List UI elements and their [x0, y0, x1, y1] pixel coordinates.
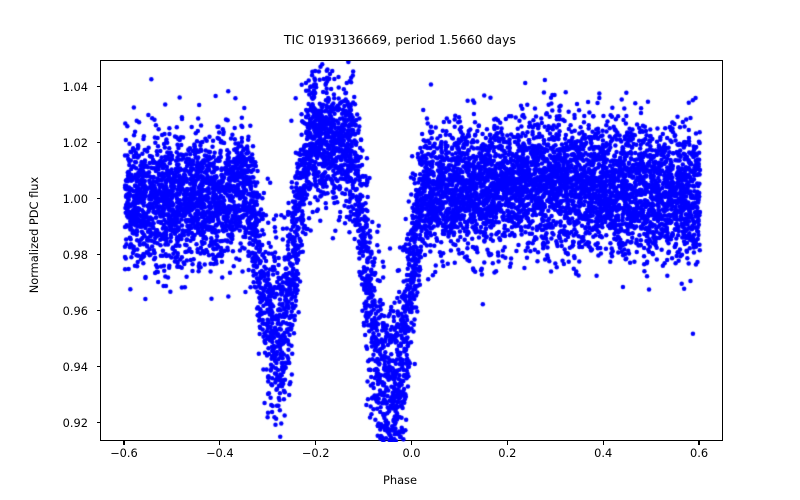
y-tick-mark: [96, 422, 100, 424]
x-tick-mark: [698, 441, 700, 445]
scatter-data-layer: [101, 61, 724, 442]
x-axis-label: Phase: [382, 473, 417, 487]
y-tick-mark: [96, 198, 100, 200]
y-tick-label: 1.02: [62, 135, 88, 150]
y-tick-label: 1.00: [62, 191, 88, 206]
y-tick-label: 0.92: [62, 415, 88, 430]
y-tick-label: 0.94: [62, 359, 88, 374]
y-tick-mark: [96, 142, 100, 144]
x-tick-label: −0.6: [110, 446, 138, 460]
x-tick-mark: [315, 441, 317, 445]
x-tick-label: 0.4: [594, 446, 613, 460]
y-axis-label: Normalized PDC flux: [27, 176, 41, 294]
x-tick-label: 0.2: [498, 446, 517, 460]
y-tick-mark: [96, 366, 100, 368]
x-tick-label: 0.0: [402, 446, 421, 460]
x-tick-mark: [506, 441, 508, 445]
x-tick-mark: [219, 441, 221, 445]
plot-axes-frame: [100, 60, 724, 442]
x-tick-label: 0.6: [689, 446, 709, 460]
chart-title: TIC 0193136669, period 1.5660 days: [283, 33, 517, 47]
x-tick-mark: [602, 441, 604, 445]
y-tick-label: 1.04: [62, 79, 88, 94]
y-tick-mark: [96, 254, 100, 256]
x-tick-mark: [123, 441, 125, 445]
y-tick-label: 0.96: [62, 303, 88, 318]
x-tick-label: −0.2: [301, 446, 330, 460]
x-tick-mark: [410, 441, 413, 445]
y-tick-mark: [96, 310, 100, 312]
y-tick-mark: [96, 86, 100, 88]
y-tick-label: 0.98: [62, 247, 88, 262]
x-tick-label: −0.4: [205, 446, 234, 460]
